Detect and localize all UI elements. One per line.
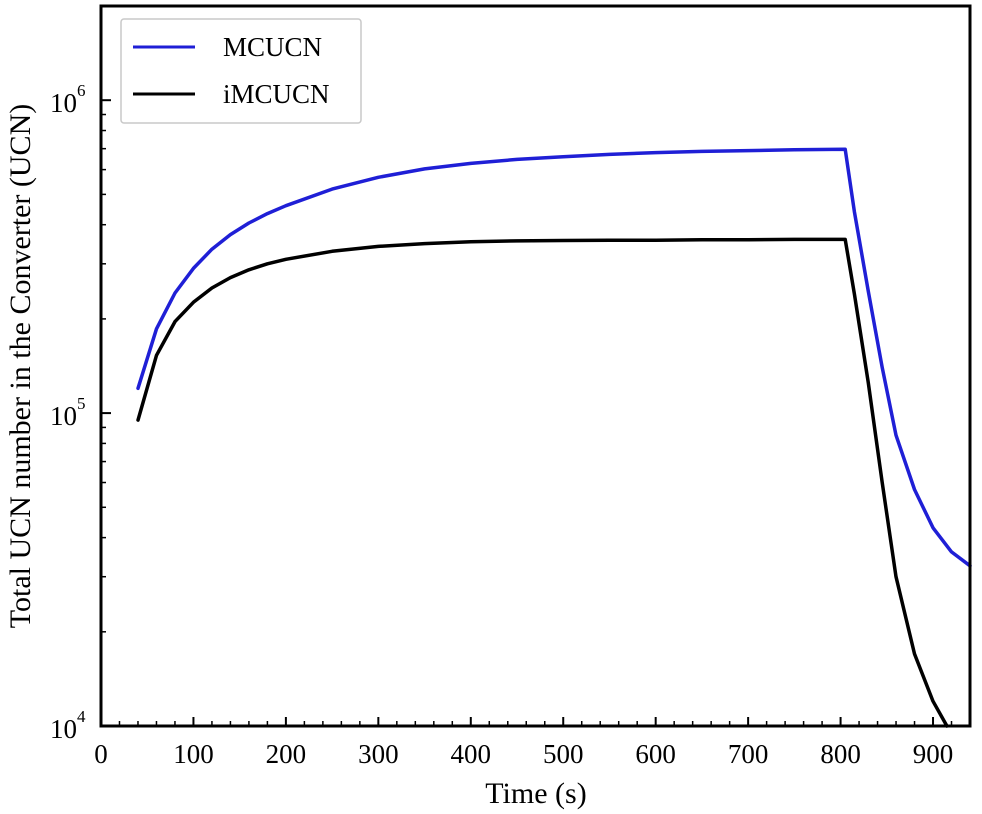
x-tick-label: 800 xyxy=(820,739,861,769)
plot-frame xyxy=(99,4,972,728)
series-layer xyxy=(136,147,972,728)
x-tick-label: 700 xyxy=(728,739,769,769)
y-tick-label: 10 xyxy=(50,714,77,744)
x-tick-label: 100 xyxy=(173,739,214,769)
series-line-imcucn xyxy=(136,237,949,728)
x-tick-label: 900 xyxy=(913,739,954,769)
legend: MCUCN iMCUCN xyxy=(120,18,362,124)
x-tick-label: 500 xyxy=(543,739,584,769)
x-axis: 0 100 200 300 400 500 600 700 800 900 xyxy=(94,717,953,769)
y-tick-exponent: 4 xyxy=(77,707,86,726)
legend-label-mcucn: MCUCN xyxy=(223,32,322,62)
x-tick-label: 400 xyxy=(451,739,492,769)
legend-label-imcucn: iMCUCN xyxy=(223,79,330,109)
x-tick-label: 0 xyxy=(94,739,108,769)
y-axis-title: Total UCN number in the Converter (UCN) xyxy=(4,104,37,628)
x-axis-title: Time (s) xyxy=(485,777,586,810)
legend-box xyxy=(120,18,362,124)
y-tick-label: 10 xyxy=(50,88,77,118)
y-tick-label: 10 xyxy=(50,401,77,431)
y-tick-exponent: 6 xyxy=(77,81,86,100)
series-line-mcucn xyxy=(136,147,972,568)
x-tick-label: 200 xyxy=(266,739,307,769)
y-tick-exponent: 5 xyxy=(77,394,86,413)
x-tick-label: 300 xyxy=(358,739,399,769)
x-tick-label: 600 xyxy=(635,739,676,769)
